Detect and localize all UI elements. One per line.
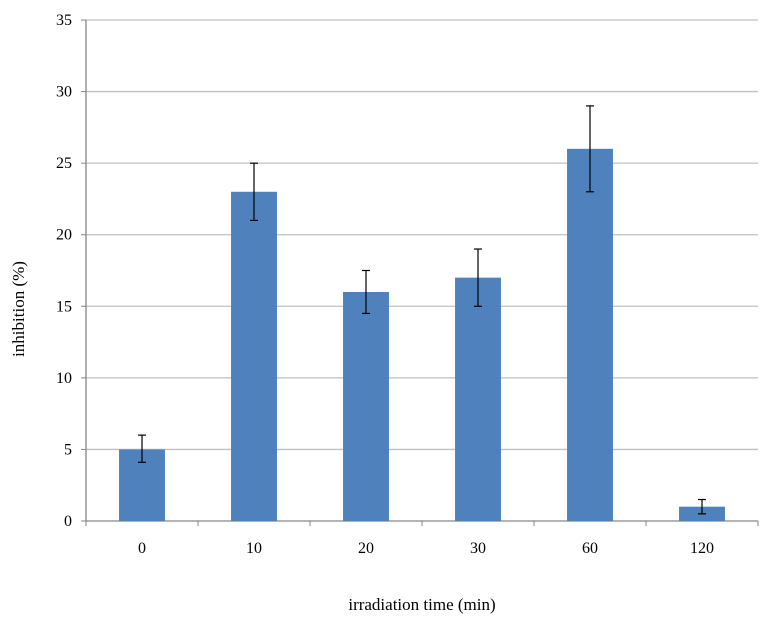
x-axis-label: irradiation time (min) (348, 595, 495, 614)
y-axis-label: inhibition (%) (9, 261, 28, 357)
bar-60 (567, 148, 613, 522)
x-tick-label: 30 (470, 540, 486, 557)
y-tick-label: 5 (64, 441, 72, 458)
error-bar-0 (138, 434, 146, 463)
error-bar-60 (586, 105, 594, 193)
y-tick-label: 35 (56, 12, 72, 29)
x-tick-label: 10 (246, 540, 262, 557)
axes (81, 19, 759, 526)
x-tick-label: 60 (582, 540, 598, 557)
y-tick-label: 10 (56, 370, 72, 387)
bar-10 (231, 191, 277, 521)
x-tick-label: 20 (358, 540, 374, 557)
y-tick-label: 25 (56, 155, 72, 172)
y-tick-label: 0 (64, 513, 72, 530)
x-tick-label: 0 (138, 540, 146, 557)
bar-20 (343, 291, 389, 521)
y-tick-labels: 0 5 10 15 20 25 30 35 (56, 12, 72, 530)
x-tick-labels: 0 10 20 30 60 120 (138, 540, 714, 557)
error-bar-20 (362, 269, 370, 315)
error-bar-120 (698, 498, 706, 515)
x-tick-label: 120 (690, 540, 714, 557)
y-tick-label: 20 (56, 227, 72, 244)
error-bar-30 (474, 248, 482, 307)
bar-30 (455, 277, 501, 521)
error-bar-10 (250, 162, 258, 221)
gridlines (86, 19, 758, 451)
y-tick-label: 30 (56, 84, 72, 101)
error-bars (138, 105, 706, 515)
bars (119, 148, 725, 522)
y-tick-label: 15 (56, 298, 72, 315)
